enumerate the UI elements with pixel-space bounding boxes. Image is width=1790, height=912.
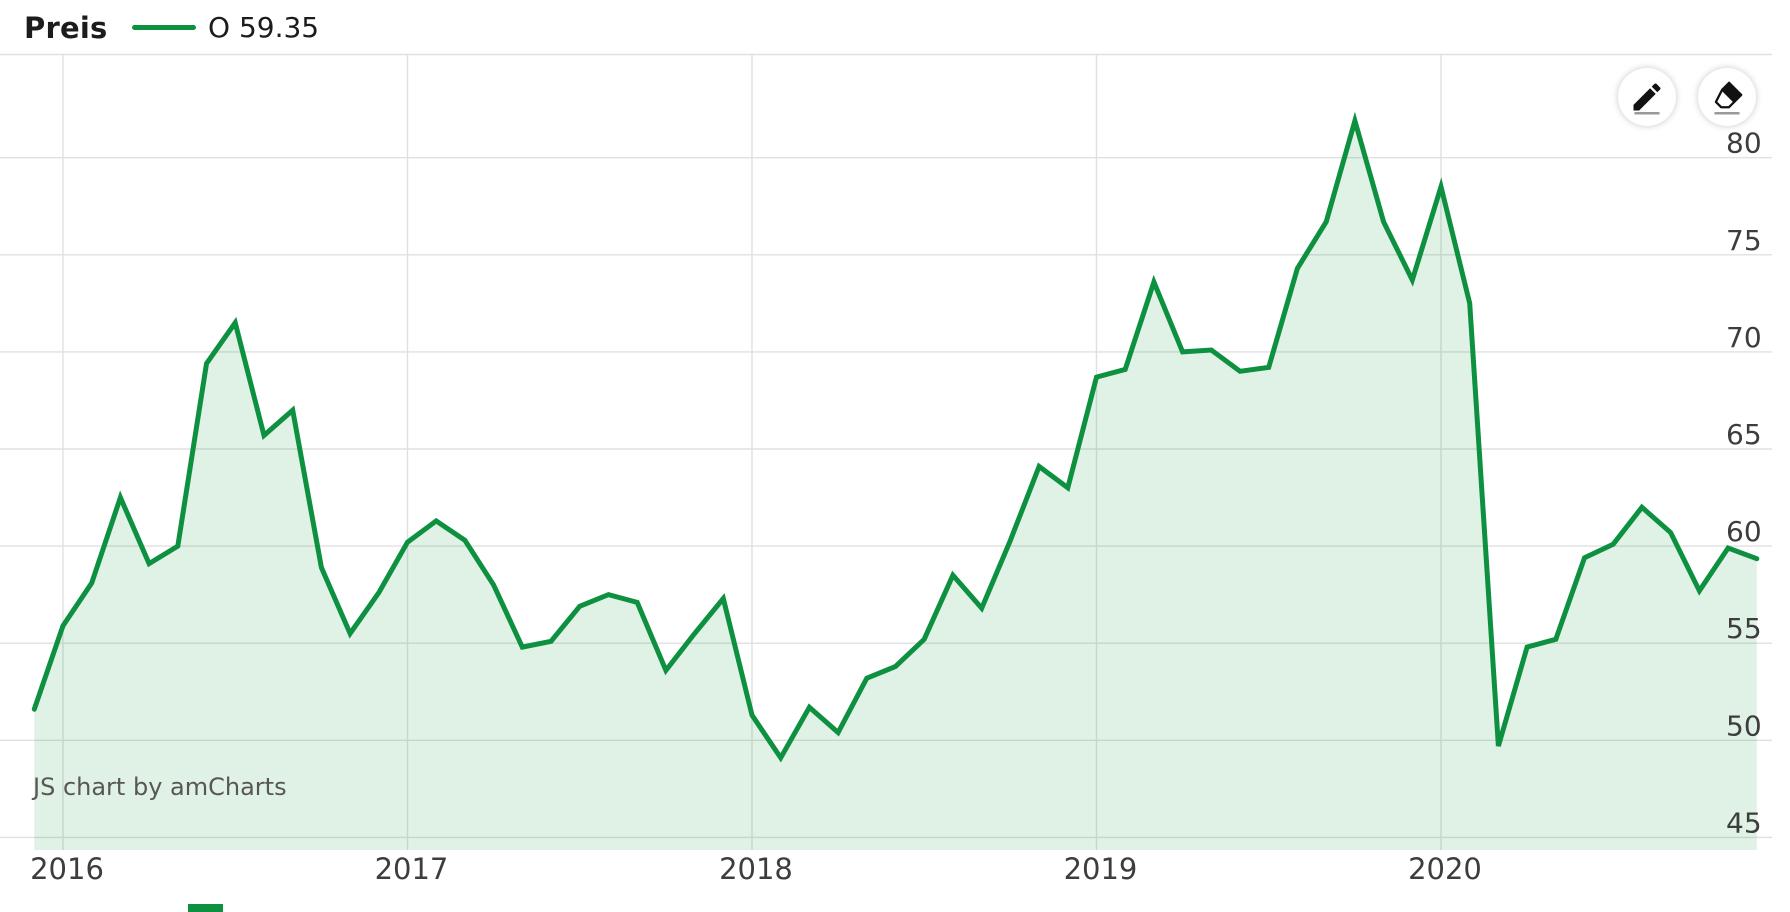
x-axis-label: 2018: [719, 852, 793, 886]
draw-button[interactable]: [1618, 68, 1676, 126]
y-axis-label: 55: [1726, 612, 1762, 645]
page-title: Preis: [24, 11, 108, 45]
erase-button[interactable]: [1698, 68, 1756, 126]
pencil-icon: [1633, 83, 1661, 115]
legend-line-marker: [132, 24, 196, 30]
price-line: [31, 111, 1760, 763]
legend-value-label: O 59.35: [208, 10, 320, 44]
eraser-icon: [1714, 81, 1743, 115]
price-area-fill: [34, 120, 1757, 851]
y-axis-label: 75: [1726, 224, 1762, 257]
y-axis-label: 65: [1726, 418, 1762, 451]
x-axis-label: 2020: [1408, 852, 1482, 886]
legend-item[interactable]: O 59.35: [132, 0, 319, 54]
scrollbar-handle[interactable]: [188, 904, 223, 912]
x-axis-label: 2019: [1064, 852, 1138, 886]
y-axis-label: 80: [1726, 127, 1762, 160]
y-axis-label: 70: [1726, 321, 1762, 354]
y-axis-label: 50: [1726, 709, 1762, 742]
y-axis-label: 45: [1726, 806, 1762, 839]
x-axis-label: 2016: [30, 852, 104, 886]
amcharts-watermark: JS chart by amCharts: [33, 773, 287, 801]
x-axis-label: 2017: [375, 852, 449, 886]
y-axis-label: 60: [1726, 515, 1762, 548]
